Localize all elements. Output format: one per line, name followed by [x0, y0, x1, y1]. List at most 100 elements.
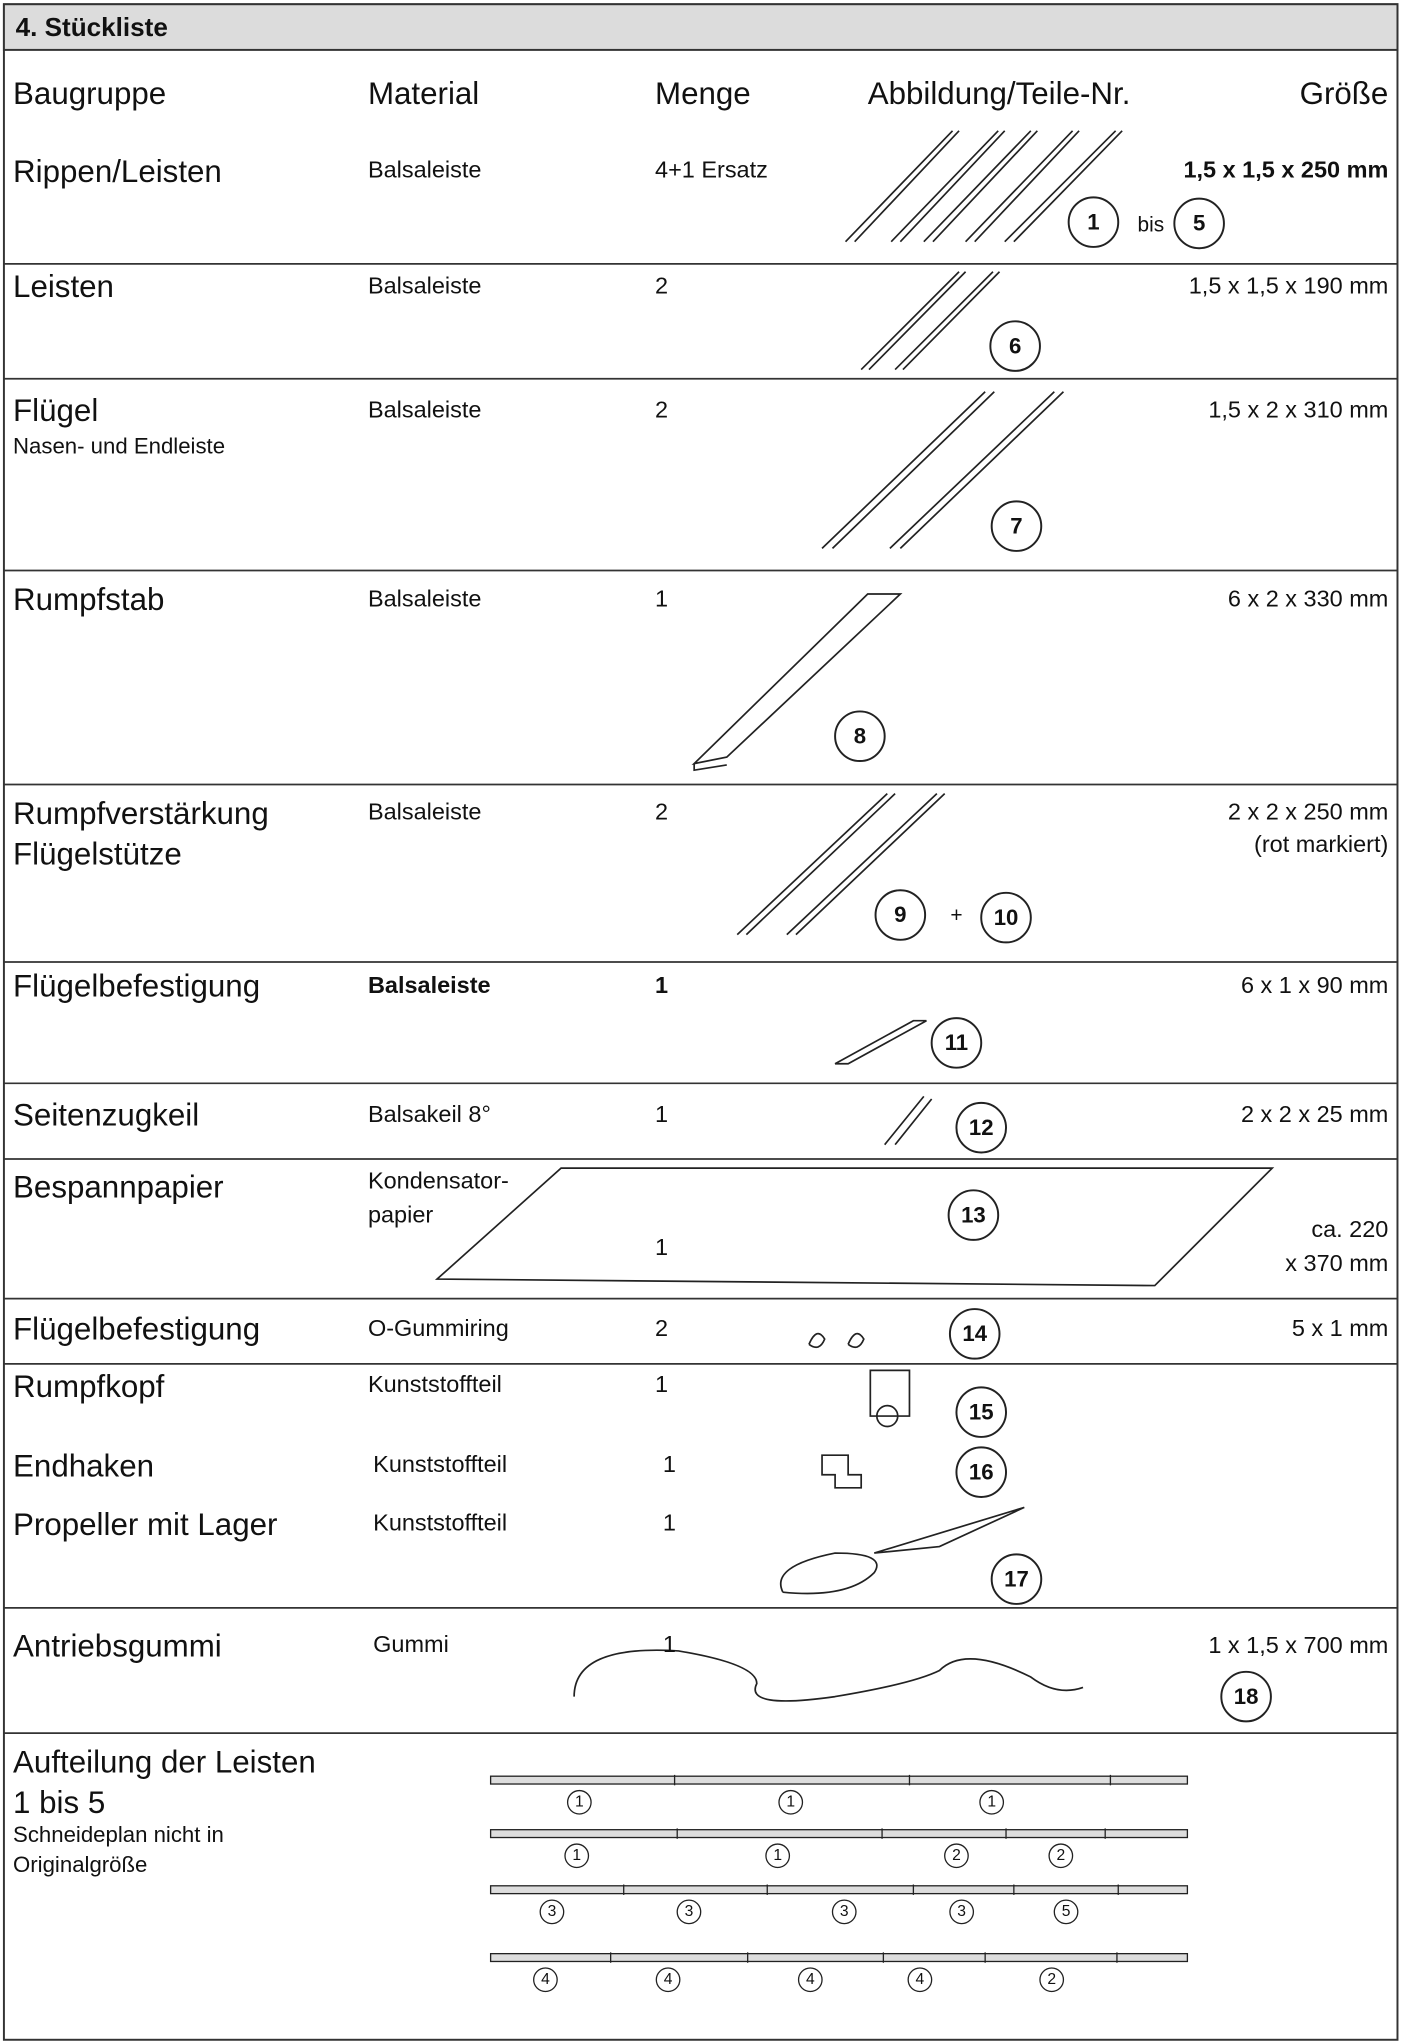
- title: 4. Stückliste: [16, 12, 168, 42]
- material: Kunststoffteil: [373, 1510, 507, 1536]
- material: Gummi: [373, 1631, 449, 1657]
- quantity: 1: [663, 1510, 676, 1536]
- part-number: 14: [962, 1321, 987, 1346]
- size: 1,5 x 1,5 x 190 mm: [1189, 273, 1389, 299]
- part-number: 15: [969, 1399, 994, 1424]
- cut-number: 1: [575, 1793, 584, 1810]
- size: 2 x 2 x 250 mm: [1228, 798, 1388, 824]
- strip: [491, 1776, 1188, 1784]
- cut-plan-label: Originalgröße: [13, 1852, 147, 1877]
- part-number: 16: [969, 1459, 994, 1484]
- size: 5 x 1 mm: [1292, 1315, 1389, 1341]
- header: Material: [368, 76, 479, 111]
- quantity: 2: [655, 273, 668, 299]
- cut-number: 5: [1062, 1903, 1071, 1920]
- cut-number: 3: [685, 1903, 694, 1920]
- size: ca. 220: [1311, 1216, 1388, 1242]
- quantity: 1: [655, 586, 668, 612]
- cut-number: 3: [840, 1903, 849, 1920]
- part-number: 1: [1087, 209, 1099, 234]
- strip: [491, 1830, 1188, 1838]
- assembly: Flügelbefestigung: [13, 1312, 260, 1347]
- size: 6 x 1 x 90 mm: [1241, 972, 1388, 998]
- material: Kunststoffteil: [373, 1451, 507, 1477]
- title-bar: [4, 4, 1398, 50]
- quantity: 1: [655, 1371, 668, 1397]
- quantity: 2: [655, 798, 668, 824]
- assembly: Nasen- und Endleiste: [13, 434, 225, 459]
- strip: [491, 1954, 1188, 1962]
- quantity: 4+1 Ersatz: [655, 156, 768, 182]
- assembly: Flügelstütze: [13, 837, 182, 872]
- material: Balsaleiste: [368, 586, 482, 612]
- cut-number: 2: [1056, 1847, 1065, 1864]
- cut-plan-label: 1 bis 5: [13, 1785, 105, 1820]
- part-number: 8: [854, 723, 866, 748]
- size: 1 x 1,5 x 700 mm: [1208, 1632, 1388, 1658]
- material: papier: [368, 1202, 433, 1228]
- assembly: Rumpfstab: [13, 582, 164, 617]
- size: 6 x 2 x 330 mm: [1228, 586, 1388, 612]
- part-number: 13: [961, 1202, 986, 1227]
- cut-number: 1: [773, 1847, 782, 1864]
- assembly: Seitenzugkeil: [13, 1098, 199, 1133]
- frame: [4, 4, 1398, 2040]
- part-number: 5: [1193, 211, 1205, 236]
- material: O-Gummiring: [368, 1315, 509, 1341]
- part-number: 12: [969, 1115, 994, 1140]
- part-number: 6: [1009, 333, 1021, 358]
- cut-number: 4: [541, 1971, 550, 1988]
- quantity: 1: [655, 972, 668, 998]
- material: Balsaleiste: [368, 156, 482, 182]
- material: Balsaleiste: [368, 397, 482, 423]
- cut-number: 1: [987, 1793, 996, 1810]
- assembly: Flügelbefestigung: [13, 968, 260, 1003]
- material: Balsakeil 8°: [368, 1101, 491, 1127]
- cut-number: 1: [572, 1847, 581, 1864]
- size: (rot markiert): [1254, 831, 1388, 857]
- part-number: 11: [945, 1030, 968, 1055]
- assembly: Flügel: [13, 393, 98, 428]
- assembly: Rumpfverstärkung: [13, 796, 269, 831]
- header: Abbildung/Teile-Nr.: [868, 76, 1131, 111]
- assembly: Leisten: [13, 269, 114, 304]
- parts-list: 4. Stückliste Baugruppe Material Menge Abbil…: [0, 0, 1404, 2044]
- assembly: Rumpfkopf: [13, 1369, 165, 1404]
- material: Balsaleiste: [368, 273, 482, 299]
- strip: [491, 1886, 1188, 1894]
- quantity: 2: [655, 397, 668, 423]
- cut-number: 3: [548, 1903, 557, 1920]
- cut-number: 1: [786, 1793, 795, 1810]
- header: Größe: [1300, 76, 1389, 111]
- header: Menge: [655, 76, 751, 111]
- cut-number: 4: [664, 1971, 673, 1988]
- part-number: 18: [1234, 1684, 1259, 1709]
- assembly: Propeller mit Lager: [13, 1507, 277, 1542]
- size: 1,5 x 2 x 310 mm: [1208, 397, 1388, 423]
- assembly: Rippen/Leisten: [13, 154, 222, 189]
- material: Balsaleiste: [368, 798, 482, 824]
- header: Baugruppe: [13, 76, 166, 111]
- material: Balsaleiste: [368, 972, 491, 998]
- quantity: 1: [663, 1631, 676, 1657]
- cut-plan-label: Schneideplan nicht in: [13, 1822, 224, 1847]
- part-number: 9: [894, 902, 906, 927]
- quantity: 2: [655, 1315, 668, 1341]
- part-number: 17: [1004, 1566, 1029, 1591]
- quantity: 1: [655, 1101, 668, 1127]
- part-text: +: [950, 904, 962, 927]
- cut-number: 3: [957, 1903, 966, 1920]
- assembly: Antriebsgummi: [13, 1629, 222, 1664]
- cut-plan-label: Aufteilung der Leisten: [13, 1745, 316, 1780]
- cut-number: 4: [806, 1971, 815, 1988]
- material: Kondensator-: [368, 1168, 509, 1194]
- size: 1,5 x 1,5 x 250 mm: [1183, 156, 1388, 182]
- part-number: 10: [994, 905, 1019, 930]
- part-text: bis: [1138, 214, 1165, 237]
- size: x 370 mm: [1285, 1250, 1388, 1276]
- cut-number: 2: [952, 1847, 961, 1864]
- size: 2 x 2 x 25 mm: [1241, 1101, 1388, 1127]
- part-number: 7: [1010, 513, 1022, 538]
- quantity: 1: [663, 1451, 676, 1477]
- cut-number: 2: [1047, 1971, 1056, 1988]
